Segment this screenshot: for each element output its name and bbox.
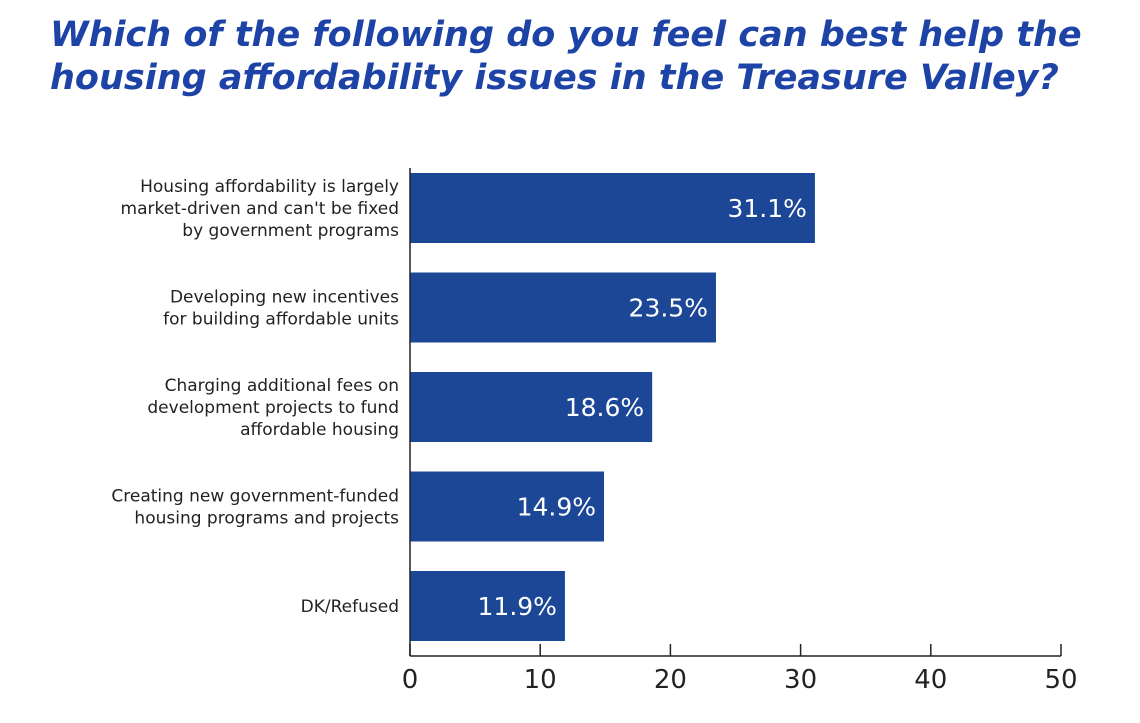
bar [410,173,815,243]
category-label: development projects to fund [147,398,399,418]
category-label: DK/Refused [301,597,399,617]
category-label: Housing affordability is largely [140,177,399,197]
x-tick-label: 20 [654,665,687,695]
data-label: 23.5% [629,294,708,323]
x-tick-label: 0 [402,665,419,695]
data-label: 14.9% [517,493,596,522]
category-label: market-driven and can't be fixed [121,199,399,219]
category-label: Creating new government-funded [111,487,399,507]
category-label: affordable housing [240,420,399,440]
x-tick-label: 10 [524,665,557,695]
x-tick-label: 30 [784,665,817,695]
category-label: Developing new incentives [170,288,399,308]
bar [410,372,653,442]
x-tick-label: 40 [914,665,947,695]
data-label: 31.1% [728,194,807,223]
x-tick-label: 50 [1044,665,1077,695]
category-label: by government programs [182,221,399,241]
bar [410,571,565,641]
bar [410,272,716,343]
category-label: for building affordable units [163,310,399,330]
category-label: Charging additional fees on [165,376,399,396]
data-label: 18.6% [565,393,644,422]
chart-title: Which of the following do you feel can b… [50,15,1082,98]
data-label: 11.9% [478,592,557,621]
category-label: housing programs and projects [134,509,399,529]
bar [410,471,604,542]
